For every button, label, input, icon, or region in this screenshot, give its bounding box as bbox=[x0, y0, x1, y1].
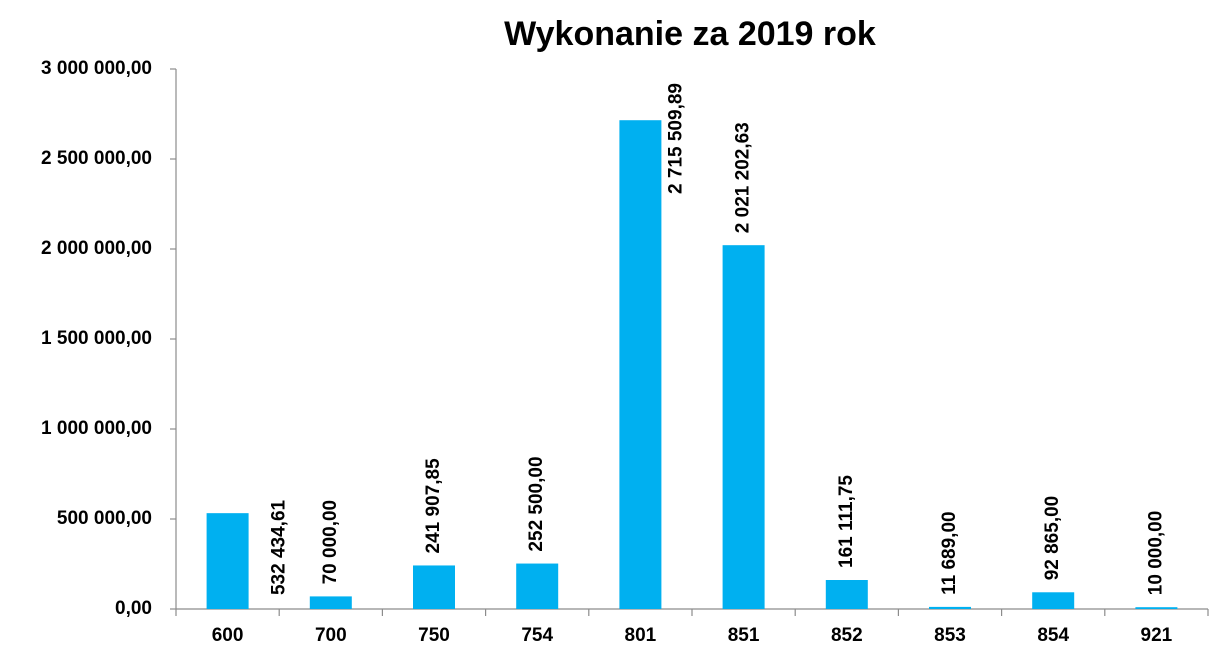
chart-title: Wykonanie za 2019 rok bbox=[504, 15, 876, 53]
value-label: 11 689,00 bbox=[939, 511, 960, 594]
bar bbox=[309, 596, 352, 609]
x-tick-label: 851 bbox=[728, 625, 760, 646]
value-label: 532 434,61 bbox=[269, 499, 290, 595]
value-label: 252 500,00 bbox=[526, 456, 547, 551]
bar bbox=[413, 565, 455, 609]
value-label: 10 000,00 bbox=[1145, 511, 1166, 596]
y-tick-label: 1 500 000,00 bbox=[41, 328, 152, 349]
bar bbox=[929, 606, 971, 609]
y-tick-label: 2 500 000,00 bbox=[41, 148, 152, 169]
y-tick-label: 1 000 000,00 bbox=[41, 418, 152, 439]
value-label: 92 865,00 bbox=[1042, 496, 1063, 581]
x-tick-label: 600 bbox=[212, 625, 244, 646]
value-label: 2 715 509,89 bbox=[665, 83, 686, 194]
x-tick-label: 700 bbox=[315, 625, 347, 646]
value-label: 70 000,00 bbox=[320, 500, 341, 585]
y-tick-label: 0,00 bbox=[115, 598, 152, 619]
x-tick-label: 854 bbox=[1037, 625, 1069, 646]
bar bbox=[516, 563, 559, 609]
bar bbox=[206, 513, 249, 609]
y-tick-label: 500 000,00 bbox=[57, 508, 152, 529]
x-tick-label: 750 bbox=[418, 625, 450, 646]
y-tick-label: 2 000 000,00 bbox=[41, 238, 152, 259]
bar bbox=[1032, 592, 1075, 609]
value-label: 2 021 202,63 bbox=[733, 122, 754, 233]
x-tick-label: 852 bbox=[831, 625, 863, 646]
bar bbox=[722, 245, 765, 609]
x-tick-label: 801 bbox=[625, 625, 657, 646]
value-label: 161 111,75 bbox=[836, 475, 857, 568]
x-tick-label: 754 bbox=[521, 625, 553, 646]
bar bbox=[619, 120, 662, 609]
bar bbox=[825, 579, 868, 609]
y-tick-label: 3 000 000,00 bbox=[41, 58, 152, 79]
x-tick-label: 921 bbox=[1141, 625, 1173, 646]
x-tick-label: 853 bbox=[934, 625, 966, 646]
bar bbox=[1135, 607, 1178, 609]
value-label: 241 907,85 bbox=[423, 458, 444, 554]
